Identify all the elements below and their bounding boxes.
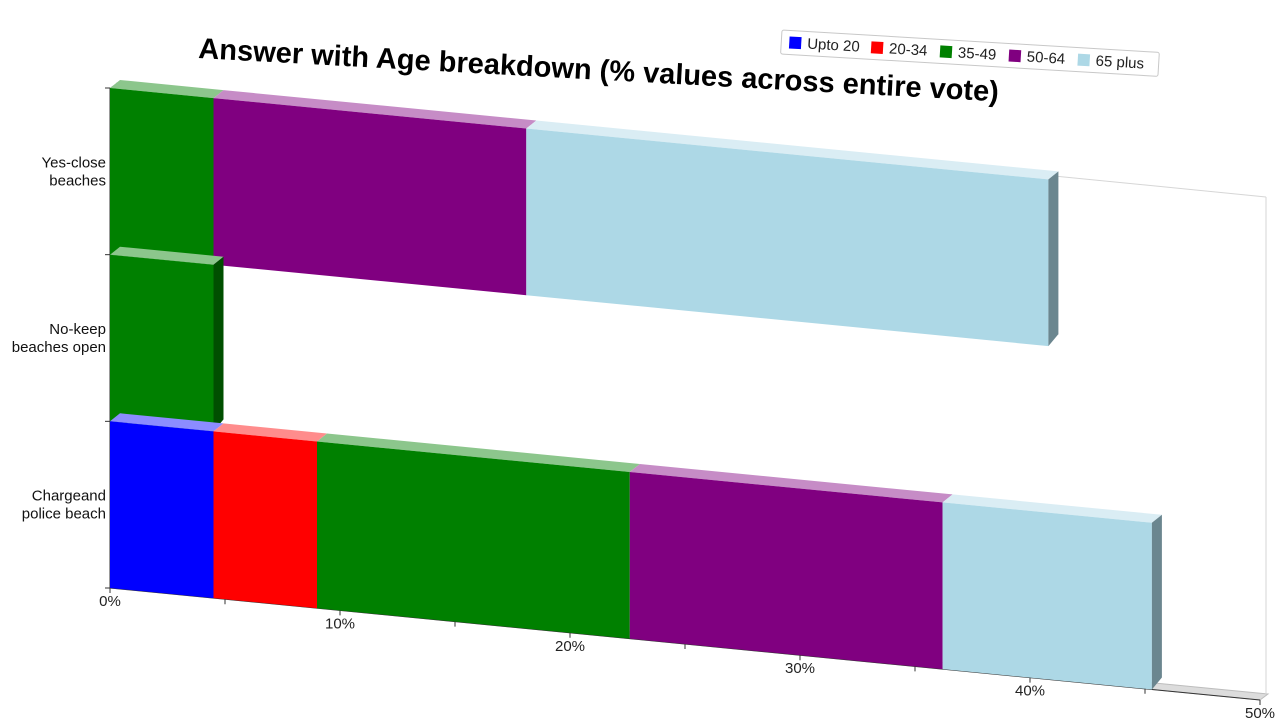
legend: Upto 20 20-34 35-49 50-64 65 plus xyxy=(780,29,1160,77)
tick-label: 20% xyxy=(555,638,585,655)
tick-label: 10% xyxy=(325,615,355,632)
bar-50-64 xyxy=(629,472,943,670)
bar-end-face xyxy=(1048,171,1059,347)
legend-swatch xyxy=(939,45,953,59)
bar-top-35-49 xyxy=(317,433,640,472)
legend-label: 20-34 xyxy=(889,40,928,59)
bar-35-49 xyxy=(317,441,630,639)
legend-swatch xyxy=(1008,49,1022,63)
bar-35-49 xyxy=(110,88,214,265)
bar-top-35-49 xyxy=(110,80,224,99)
legend-label: 35-49 xyxy=(957,44,996,63)
legend-label: 65 plus xyxy=(1095,53,1144,73)
bar-top-35-49 xyxy=(110,246,224,265)
category-label: No-keep beaches open xyxy=(12,321,106,356)
legend-swatch xyxy=(788,36,802,50)
bar-65-plus xyxy=(526,128,1049,347)
bar-65-plus xyxy=(942,502,1152,690)
tick-label: 40% xyxy=(1015,683,1045,700)
bar-top-20-34 xyxy=(213,423,327,442)
bar-20-34 xyxy=(213,431,317,609)
bar-end-face xyxy=(1151,514,1162,690)
tick-label: 0% xyxy=(99,593,121,610)
tick-label: 50% xyxy=(1245,705,1275,720)
bar-35-49 xyxy=(110,254,214,432)
bar-50-64 xyxy=(213,98,527,296)
legend-label: Upto 20 xyxy=(807,36,860,56)
bar-top-65-plus xyxy=(526,120,1059,180)
legend-label: 50-64 xyxy=(1026,49,1065,68)
bar-top-50-64 xyxy=(629,464,953,503)
bar-top-upto-20 xyxy=(110,413,224,432)
legend-swatch xyxy=(870,41,884,55)
bar-top-65-plus xyxy=(942,494,1162,523)
bar-end-face xyxy=(213,256,224,432)
category-label: Chargeand police beach xyxy=(22,488,106,523)
bar-upto-20 xyxy=(110,421,214,599)
legend-swatch xyxy=(1077,53,1091,67)
category-label: Yes-close beaches xyxy=(42,154,106,189)
tick-label: 30% xyxy=(785,660,815,677)
bar-top-50-64 xyxy=(213,90,537,129)
